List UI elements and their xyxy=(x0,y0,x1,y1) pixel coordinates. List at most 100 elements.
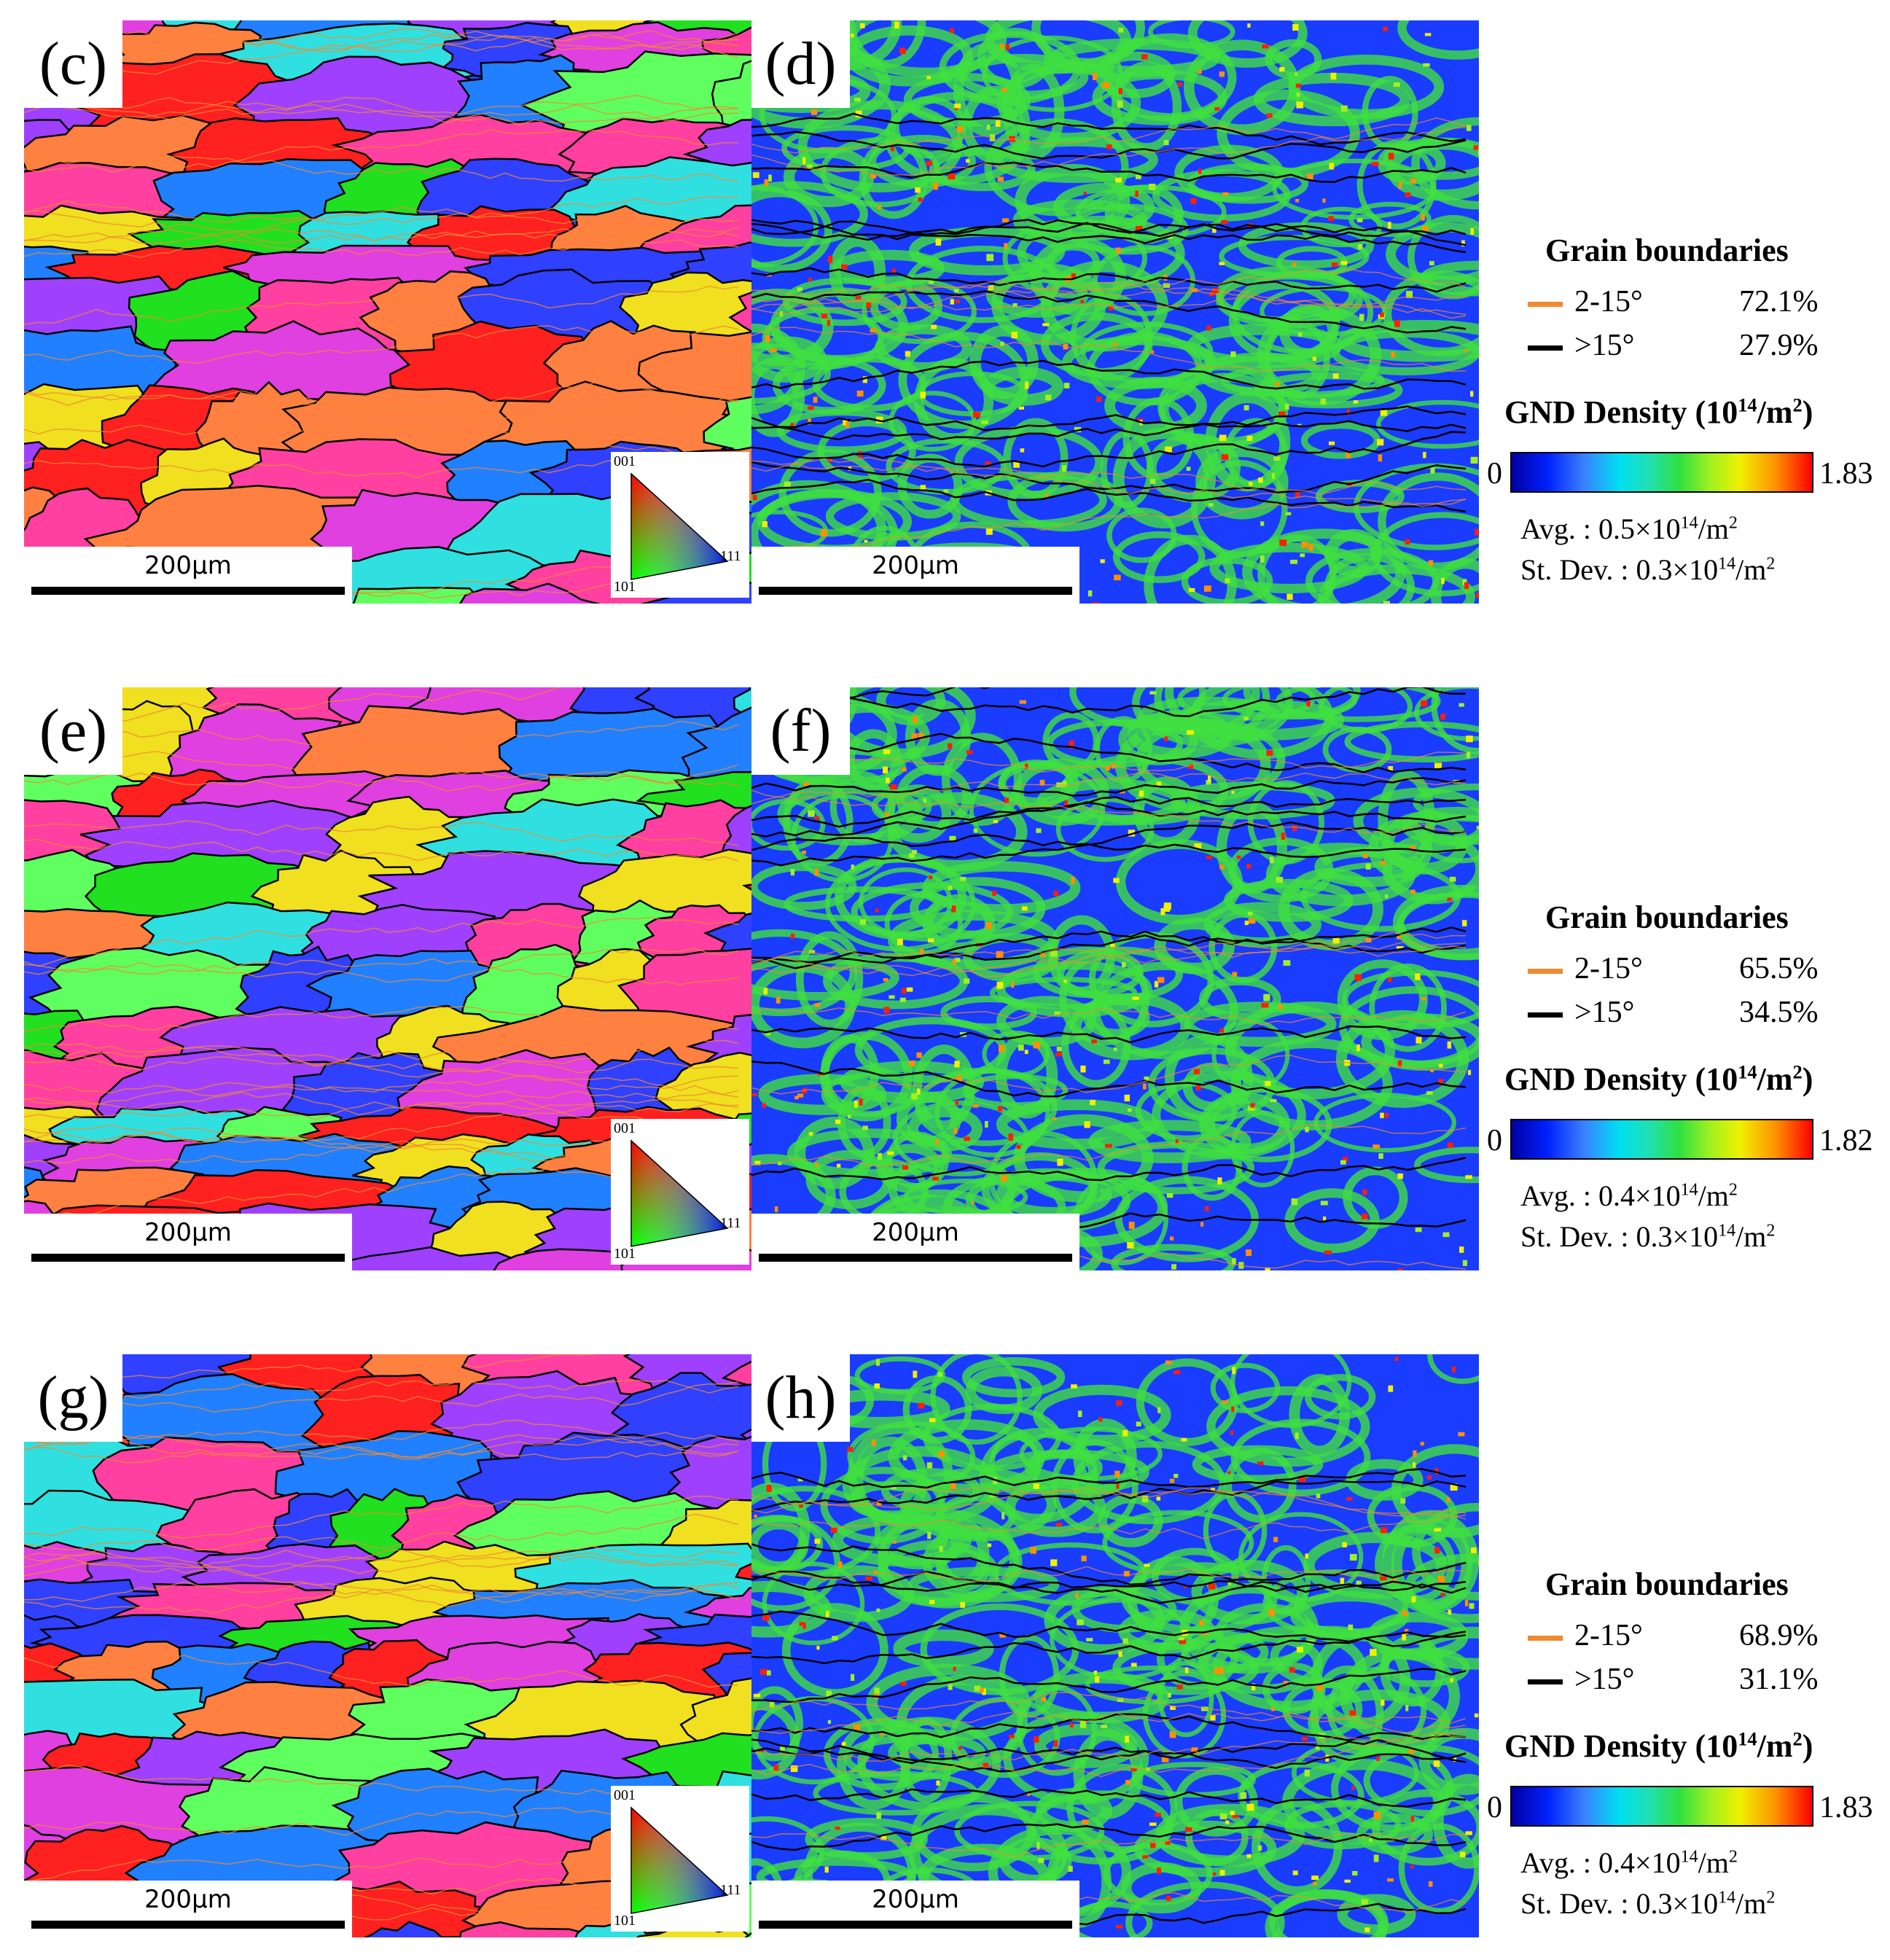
gnd-hotspot xyxy=(1221,454,1229,460)
gnd-network xyxy=(1356,1813,1434,1855)
gnd-hotspot xyxy=(870,328,878,333)
gnd-hotspot xyxy=(1295,83,1301,88)
gnd-hotspot xyxy=(760,1668,767,1675)
gnd-hotspot xyxy=(1156,1496,1161,1501)
gnd-hotspot xyxy=(883,749,891,754)
scale-bar-label: 200μm xyxy=(144,551,232,580)
low-angle-boundary xyxy=(24,820,739,846)
gnd-hotspot xyxy=(1352,1870,1358,1876)
gnd-hotspot xyxy=(1184,1827,1192,1832)
gnd-hotspot xyxy=(1346,1497,1353,1501)
low-angle-boundary xyxy=(24,720,739,754)
gnd-hotspot xyxy=(1359,313,1364,321)
gnd-hotspot xyxy=(1362,1189,1367,1195)
gnd-network xyxy=(1112,531,1206,583)
low-angle-swatch xyxy=(1528,302,1563,307)
high-angle-swatch xyxy=(1528,1679,1563,1684)
gnd-hotspot xyxy=(1083,191,1087,195)
gnd-hotspot xyxy=(876,1359,880,1366)
high-angle-swatch xyxy=(1528,1012,1563,1018)
gnd-hotspot xyxy=(933,182,938,190)
gnd-hotspot xyxy=(799,1504,803,1508)
gnd-hotspot xyxy=(1313,1882,1317,1886)
gnd-hotspot xyxy=(1177,82,1182,87)
low-angle-boundary xyxy=(751,1487,1467,1518)
gnd-hotspot xyxy=(1064,800,1068,806)
gnd-hotspot xyxy=(1236,855,1241,859)
gnd-hotspot xyxy=(1465,1831,1472,1835)
gnd-hotspot xyxy=(926,1462,933,1469)
ipf-triangle-blue xyxy=(631,474,727,579)
gnd-hotspot xyxy=(1323,1217,1327,1222)
gnd-hotspot xyxy=(932,1176,940,1181)
gnd-hotspot xyxy=(1421,997,1426,1001)
ipf-triangle xyxy=(630,1139,729,1247)
low-angle-boundary xyxy=(24,838,739,862)
gnd-hotspot xyxy=(1194,843,1202,849)
gnd-hotspot xyxy=(1086,1638,1093,1641)
gnd-hotspot xyxy=(1174,1370,1181,1375)
gnd-hotspot xyxy=(943,489,949,493)
gnd-hotspot xyxy=(1295,492,1301,498)
gnd-hotspot xyxy=(936,1780,940,1786)
gnd-average: Avg. : 0.4×1014/m2 xyxy=(1520,1846,1738,1879)
gnd-hotspot xyxy=(820,529,827,537)
ipf-triangle-outline xyxy=(630,472,729,580)
grain xyxy=(743,1932,751,1937)
gnd-hotspot xyxy=(1102,82,1110,88)
gnd-hotspot xyxy=(1204,585,1211,592)
gnd-hotspot xyxy=(1329,163,1335,170)
gnd-hotspot xyxy=(1381,1699,1385,1706)
gnd-hotspot xyxy=(1450,1483,1458,1491)
gnd-hotspot xyxy=(1219,1813,1227,1820)
gnd-hotspot xyxy=(948,886,953,891)
gnd-hotspot xyxy=(1118,1651,1122,1658)
high-angle-boundary xyxy=(751,821,1467,867)
gnd-hotspot xyxy=(778,1161,782,1166)
gnd-hotspot xyxy=(835,1827,840,1830)
ipf-key-001: 001 xyxy=(614,1787,636,1803)
gnd-hotspot xyxy=(1208,776,1211,782)
gnd-hotspot xyxy=(1320,398,1327,405)
gnd-network xyxy=(1222,687,1358,720)
gnd-network xyxy=(751,954,899,1001)
gnd-hotspot xyxy=(1265,1081,1271,1087)
gnd-hotspot xyxy=(1292,24,1299,31)
gnd-hotspot xyxy=(762,521,768,528)
gnd-hotspot xyxy=(1098,1417,1103,1422)
low-angle-boundary xyxy=(751,282,1467,319)
gnd-density-title: GND Density (1014/m2) xyxy=(1504,1727,1813,1764)
gnd-network xyxy=(783,147,875,208)
gnd-hotspot xyxy=(1025,763,1028,770)
gnd-hotspot xyxy=(880,1835,887,1840)
gnd-hotspot xyxy=(1080,300,1085,304)
legend-row2: Grain boundaries 2-15° 65.5% >15° 34.5% … xyxy=(1487,899,1890,1263)
gnd-hotspot xyxy=(1261,1002,1269,1008)
gnd-hotspot xyxy=(1217,1667,1224,1675)
colorbar-min: 0 xyxy=(1487,457,1502,491)
gnd-hotspot xyxy=(1125,1736,1129,1743)
gnd-network xyxy=(1288,54,1445,120)
gnd-network xyxy=(1418,1626,1479,1670)
gnd-hotspot xyxy=(1410,889,1415,894)
gnd-hotspot xyxy=(808,406,814,410)
gnd-hotspot xyxy=(935,1139,939,1146)
gnd-hotspot xyxy=(1478,149,1479,156)
gnd-hotspot xyxy=(1246,435,1253,441)
gnd-hotspot xyxy=(929,1599,935,1604)
high-angle-boundary xyxy=(751,1668,1467,1703)
gnd-hotspot xyxy=(1434,1760,1440,1767)
gnd-hotspot xyxy=(1251,1683,1256,1691)
gnd-hotspot xyxy=(1349,1710,1356,1716)
gnd-hotspot xyxy=(1410,179,1416,184)
gnd-network xyxy=(1187,20,1308,68)
gnd-network xyxy=(1001,1168,1168,1247)
gnd-hotspot xyxy=(1295,1432,1299,1440)
gnd-hotspot xyxy=(1125,1780,1131,1785)
gnd-hotspot xyxy=(1005,44,1010,50)
gnd-hotspot xyxy=(890,784,897,790)
gnd-hotspot xyxy=(877,1152,883,1160)
gnd-hotspot xyxy=(1440,714,1445,720)
gnd-hotspot xyxy=(1227,1471,1231,1475)
gnd-hotspot xyxy=(1020,448,1025,453)
